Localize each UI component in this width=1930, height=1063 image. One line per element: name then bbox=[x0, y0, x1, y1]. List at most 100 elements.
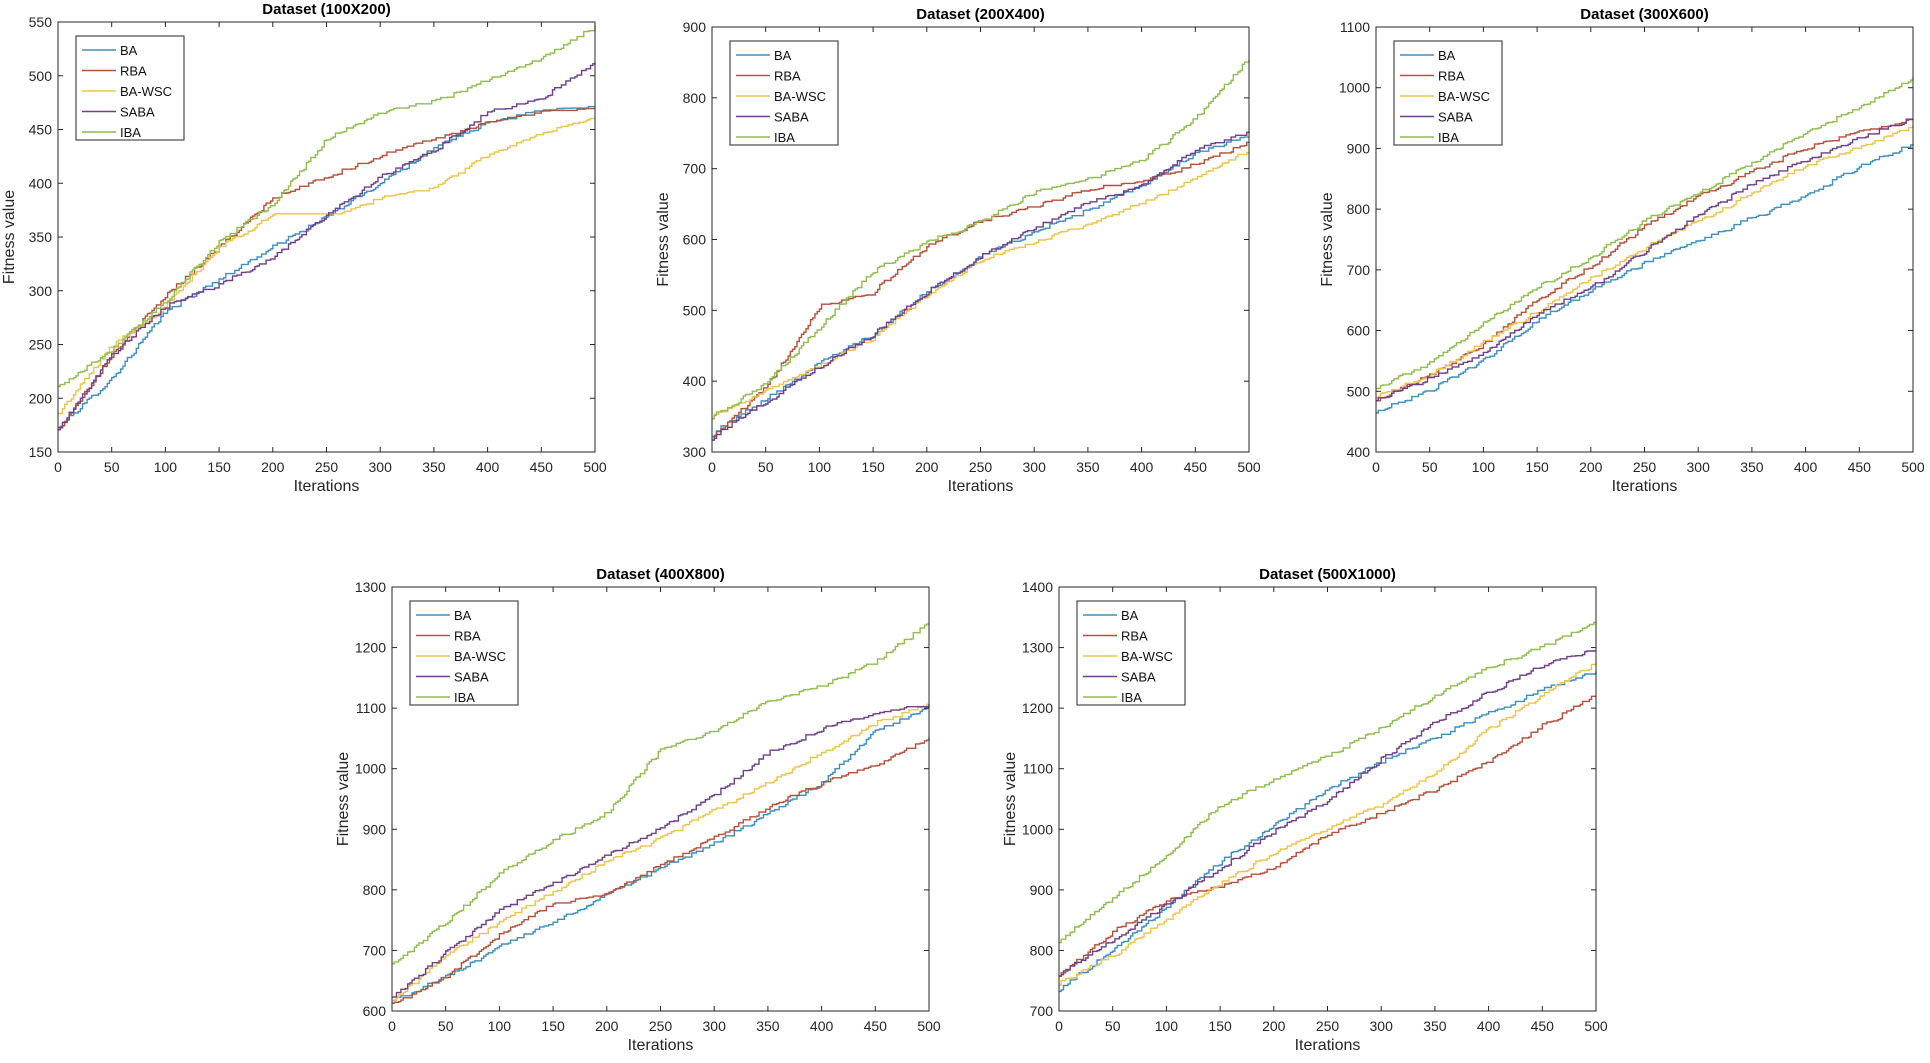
series-line-saba bbox=[1059, 650, 1596, 977]
legend-label-rba: RBA bbox=[1121, 629, 1148, 644]
x-tick-label: 450 bbox=[1184, 459, 1208, 475]
legend: BA RBA BA-WSC SABA IBA bbox=[729, 40, 839, 146]
y-tick-label: 1300 bbox=[355, 579, 386, 595]
y-tick-label: 200 bbox=[29, 390, 53, 406]
y-tick-label: 800 bbox=[1347, 201, 1371, 217]
y-tick-label: 550 bbox=[29, 14, 53, 30]
series-line-rba bbox=[392, 737, 930, 1004]
series-line-saba bbox=[58, 62, 596, 431]
y-tick-label: 1000 bbox=[1022, 821, 1053, 837]
x-tick-label: 350 bbox=[1423, 1018, 1447, 1034]
x-axis-label: Iterations bbox=[628, 1037, 694, 1054]
x-tick-label: 0 bbox=[708, 459, 716, 475]
y-axis-label: Fitness value bbox=[1002, 752, 1019, 846]
x-tick-label: 350 bbox=[422, 459, 446, 475]
series-line-rba bbox=[1376, 118, 1913, 402]
y-tick-label: 250 bbox=[29, 337, 53, 353]
legend-box bbox=[409, 600, 519, 706]
y-tick-label: 600 bbox=[363, 1003, 387, 1019]
x-tick-label: 100 bbox=[1155, 1018, 1179, 1034]
y-tick-label: 700 bbox=[1030, 1003, 1054, 1019]
x-tick-label: 0 bbox=[1372, 459, 1380, 475]
x-tick-label: 300 bbox=[703, 1018, 727, 1034]
series-line-iba bbox=[1059, 621, 1596, 944]
x-tick-label: 150 bbox=[861, 459, 885, 475]
chart-4: 0 50 100 150 200 250 300 350 400 450 500 600 700 800 9… bbox=[335, 566, 941, 1054]
y-tick-label: 400 bbox=[683, 373, 707, 389]
x-tick-label: 0 bbox=[388, 1018, 396, 1034]
legend-label-iba: IBA bbox=[120, 125, 141, 140]
x-axis-label: Iterations bbox=[1295, 1037, 1361, 1054]
y-tick-label: 1200 bbox=[355, 640, 386, 656]
y-axis-label: Fitness value bbox=[335, 752, 352, 846]
y-tick-label: 600 bbox=[683, 232, 707, 248]
x-tick-label: 100 bbox=[488, 1018, 512, 1034]
y-axis-label: Fitness value bbox=[655, 192, 672, 286]
y-tick-label: 900 bbox=[683, 19, 707, 35]
y-tick-label: 700 bbox=[1347, 262, 1371, 278]
y-tick-label: 500 bbox=[683, 302, 707, 318]
x-tick-label: 150 bbox=[1525, 459, 1549, 475]
x-tick-label: 0 bbox=[1055, 1018, 1063, 1034]
legend-label-rba: RBA bbox=[120, 64, 147, 79]
y-tick-label: 600 bbox=[1347, 323, 1371, 339]
x-tick-label: 300 bbox=[369, 459, 393, 475]
y-tick-label: 700 bbox=[363, 942, 387, 958]
legend-label-ba-wsc: BA-WSC bbox=[774, 89, 826, 104]
y-tick-label: 150 bbox=[29, 444, 53, 460]
series-line-iba bbox=[712, 59, 1250, 420]
y-tick-label: 900 bbox=[363, 821, 387, 837]
x-tick-label: 200 bbox=[261, 459, 285, 475]
series-line-ba-wsc bbox=[1059, 662, 1597, 986]
x-tick-label: 200 bbox=[915, 459, 939, 475]
y-tick-label: 450 bbox=[29, 122, 53, 138]
series-line-saba bbox=[712, 131, 1250, 441]
x-tick-label: 50 bbox=[1105, 1018, 1121, 1034]
series-line-iba bbox=[58, 24, 596, 388]
y-tick-label: 900 bbox=[1030, 882, 1054, 898]
y-tick-label: 1000 bbox=[1339, 80, 1370, 96]
x-tick-label: 450 bbox=[1848, 459, 1872, 475]
legend-box bbox=[1076, 600, 1186, 706]
series-line-rba bbox=[1059, 695, 1596, 977]
legend-label-ba-wsc: BA-WSC bbox=[120, 84, 172, 99]
x-axis-label: Iterations bbox=[948, 478, 1014, 495]
x-tick-label: 250 bbox=[1316, 1018, 1340, 1034]
x-tick-label: 100 bbox=[1472, 459, 1496, 475]
x-tick-label: 50 bbox=[438, 1018, 454, 1034]
x-tick-label: 450 bbox=[864, 1018, 888, 1034]
x-tick-label: 200 bbox=[595, 1018, 619, 1034]
x-tick-label: 300 bbox=[1370, 1018, 1394, 1034]
series-line-ba-wsc bbox=[392, 703, 929, 1001]
legend-label-saba: SABA bbox=[454, 670, 489, 685]
x-tick-label: 250 bbox=[969, 459, 993, 475]
y-tick-label: 1100 bbox=[1340, 19, 1370, 35]
y-tick-label: 1300 bbox=[1022, 640, 1053, 656]
legend-label-saba: SABA bbox=[1121, 670, 1156, 685]
x-tick-label: 350 bbox=[1740, 459, 1764, 475]
x-tick-label: 250 bbox=[1633, 459, 1657, 475]
y-tick-label: 900 bbox=[1347, 140, 1371, 156]
x-tick-label: 250 bbox=[649, 1018, 673, 1034]
legend-label-ba: BA bbox=[1438, 48, 1456, 63]
legend-label-ba: BA bbox=[1121, 608, 1139, 623]
legend: BA RBA BA-WSC SABA IBA bbox=[1076, 600, 1186, 706]
x-tick-label: 450 bbox=[1531, 1018, 1555, 1034]
y-tick-label: 400 bbox=[1347, 444, 1371, 460]
y-tick-label: 800 bbox=[363, 882, 387, 898]
y-tick-label: 1200 bbox=[1022, 700, 1053, 716]
x-tick-label: 350 bbox=[1076, 459, 1100, 475]
x-tick-label: 400 bbox=[1130, 459, 1154, 475]
x-tick-label: 500 bbox=[583, 459, 607, 475]
chart-1: 0 50 100 150 200 250 300 350 400 450 500 150 200 250 3… bbox=[1, 1, 607, 495]
x-tick-label: 200 bbox=[1262, 1018, 1286, 1034]
legend: BA RBA BA-WSC SABA IBA bbox=[409, 600, 519, 706]
chart-3: 0 50 100 150 200 250 300 350 400 450 500 400 500 600 7… bbox=[1319, 6, 1925, 495]
legend: BA RBA BA-WSC SABA IBA bbox=[75, 35, 185, 141]
y-tick-label: 500 bbox=[29, 68, 53, 84]
series-line-ba-wsc bbox=[712, 151, 1250, 420]
legend-label-ba-wsc: BA-WSC bbox=[1438, 89, 1490, 104]
y-tick-label: 800 bbox=[683, 90, 707, 106]
x-tick-label: 500 bbox=[1901, 459, 1925, 475]
